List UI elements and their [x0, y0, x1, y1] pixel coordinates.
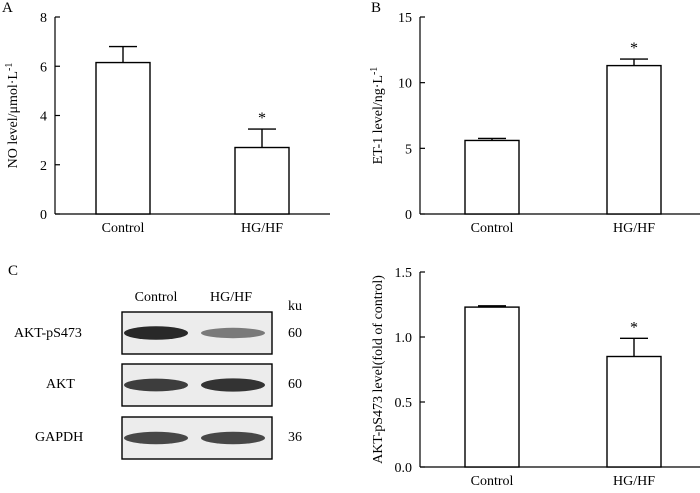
chart-b-ytick-label: 15 [398, 11, 412, 26]
blot-band [201, 378, 265, 392]
western-blot: Control HG/HF ku AKT-pS473 AKT GAPDH 60 … [14, 290, 302, 460]
chart-b-category-label: HG/HF [613, 221, 655, 236]
blot-band [124, 431, 188, 445]
chart-a-ytick-label: 2 [40, 159, 47, 174]
chart-c-ytick-label: 1.5 [395, 266, 413, 281]
chart-c-significance-mark: * [630, 319, 638, 336]
chart-a-ytick-label: 0 [40, 208, 47, 223]
blot-band [201, 327, 265, 339]
chart-b-bar [606, 64, 662, 215]
chart-c-y-axis-title: AKT-pS473 level(fold of control) [371, 275, 386, 464]
chart-b-ytick-label: 5 [405, 142, 412, 157]
chart-a-ytick-label: 6 [40, 60, 47, 75]
blot-ku-akt-ps473: 60 [288, 326, 302, 341]
blot-header-control: Control [135, 290, 178, 305]
chart-b-bar [464, 139, 520, 215]
blot-band [201, 431, 265, 445]
panel-label-b: B [371, 0, 381, 16]
chart-c-category-label: HG/HF [613, 474, 655, 488]
chart-c-ytick-label: 0.0 [395, 461, 413, 476]
blot-label-gapdh: GAPDH [35, 430, 83, 445]
chart-c-ytick-label: 1.0 [395, 331, 413, 346]
chart-c-category-label: Control [471, 474, 514, 488]
blot-label-akt-ps473: AKT-pS473 [14, 326, 82, 341]
chart-a-category-label: Control [102, 221, 145, 236]
chart-a-ytick-label: 8 [40, 11, 47, 26]
chart-akt-ps473-level: 0.0 0.5 1.0 1.5 Control * HG/HF AKT-pS473 level… [371, 266, 700, 489]
chart-b-significance-mark: * [630, 40, 638, 57]
blot-header-hghf: HG/HF [210, 290, 252, 305]
chart-a-significance-mark: * [258, 110, 266, 127]
blot-band [124, 378, 188, 392]
chart-b-category-label: Control [471, 221, 514, 236]
blot-label-akt: AKT [46, 377, 75, 392]
chart-no-level: 0 2 4 6 8 Control * HG/HF NO level/μmol·L-1 [4, 11, 330, 236]
blot-band [124, 326, 188, 340]
blot-ku-gapdh: 36 [288, 430, 302, 445]
chart-b-ytick-label: 10 [398, 77, 412, 92]
chart-a-bar [234, 146, 290, 215]
chart-et1-level: 0 5 10 15 Control * HG/HF ET-1 level/ng·L-1 [369, 11, 700, 236]
chart-a-ytick-label: 4 [40, 110, 47, 125]
panel-label-a: A [2, 0, 13, 16]
chart-a-category-label: HG/HF [241, 221, 283, 236]
chart-c-bar [606, 355, 662, 468]
chart-a-y-axis-title: NO level/μmol·L-1 [4, 63, 21, 169]
chart-b-y-axis-title: ET-1 level/ng·L-1 [369, 67, 386, 165]
blot-ku-akt: 60 [288, 377, 302, 392]
chart-c-bar [464, 306, 520, 468]
blot-header-ku: ku [288, 299, 302, 314]
chart-c-ytick-label: 0.5 [395, 396, 413, 411]
chart-b-ytick-label: 0 [405, 208, 412, 223]
panel-label-c: C [8, 263, 18, 279]
chart-a-bar [95, 61, 151, 215]
